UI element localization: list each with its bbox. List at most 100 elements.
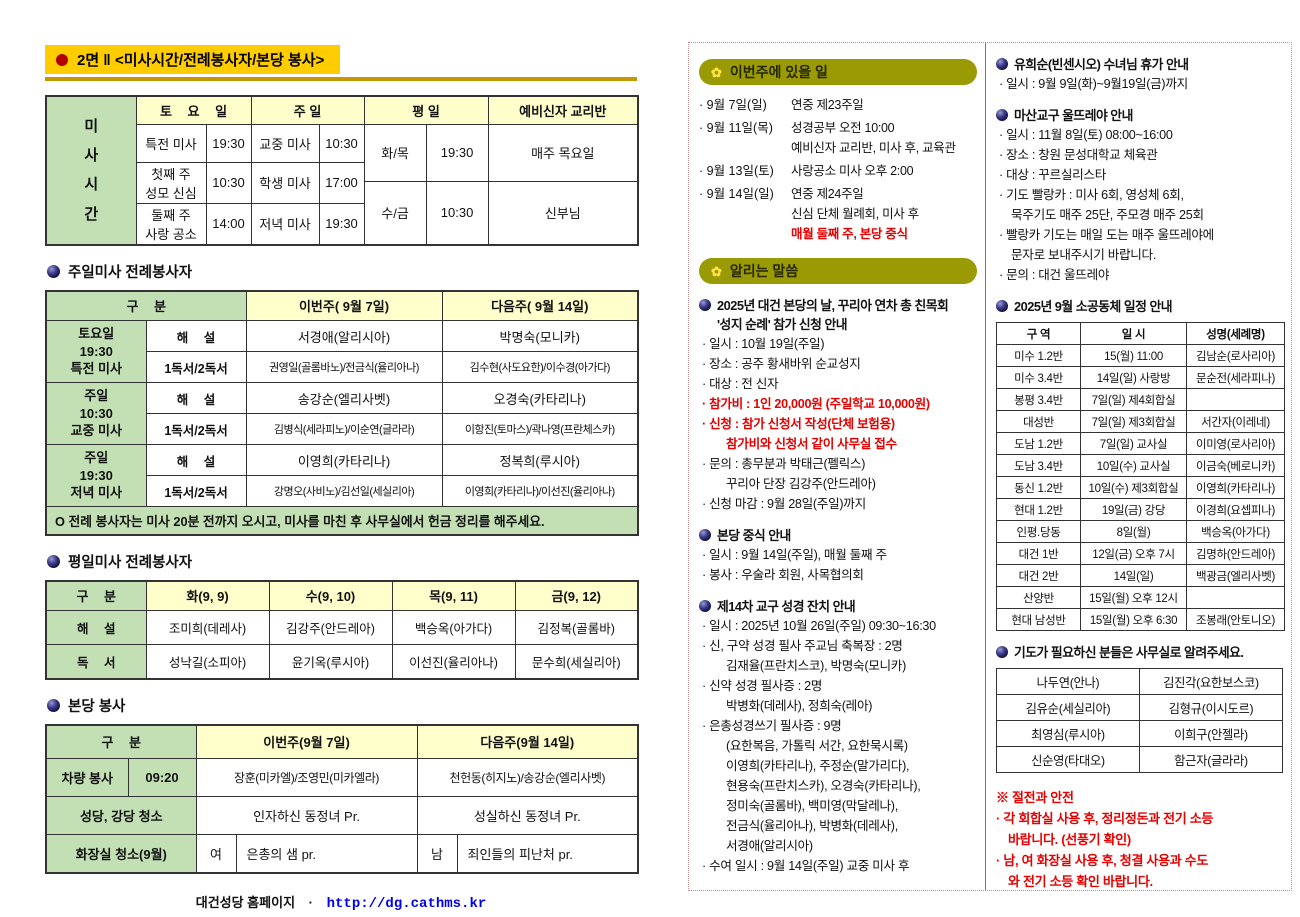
table-cell: 장훈(미카엘)/조영민(미카엘라) [195, 758, 418, 797]
table-cell: 학생 미사 [250, 161, 320, 204]
table-cell: 백승옥(아가다) [1186, 520, 1285, 543]
table-cell: 19:30 [318, 202, 365, 245]
table-cell: 조미희(데레사) [145, 610, 270, 645]
table-cell: 나두연(안나) [996, 668, 1140, 695]
notice-line: · 일시 : 2025년 10월 26일(주일) 09:30~16:30 [702, 619, 936, 633]
table-cell: 백승옥(아가다) [391, 610, 516, 645]
table-cell: 은총의 샘 pr. [235, 834, 418, 873]
notice-pill: ✿ 알리는 말씀 [699, 258, 977, 284]
role-cell: 해 설 [145, 444, 247, 476]
notice-line: · 장소 : 창원 문성대학교 체육관 [999, 148, 1158, 162]
table-cell: 이미영(로사리아) [1186, 432, 1285, 455]
table-header-cell: 구 분 [45, 724, 197, 759]
table-row: 현대 1.2반 19일(금) 강당 이경희(요셉피나) [996, 498, 1285, 521]
table-cell: 문수희(세실리아) [514, 644, 639, 679]
table-cell: 이영희(카타리나) [245, 444, 443, 476]
table-row: 산양반 15일(월) 오후 12시 [996, 586, 1285, 609]
table-cell [1186, 388, 1285, 411]
table-cell: 15일(월) 오후 12시 [1080, 586, 1187, 609]
notice-line: · 신약 성경 필사증 : 2명 [702, 679, 823, 693]
table-cell: 이경희(요셉피나) [1186, 498, 1285, 521]
table-row: 동신 1.2반 10일(수) 제3회합실 이영희(카타리나) [996, 476, 1285, 499]
announcements-column-1: ✿ 이번주에 있을 일 · 9월 7일(일) 연중 제23주일 · 9월 11일… [689, 43, 986, 890]
table-cell: 강명오(사비노)/김선일(세실리아) [245, 475, 443, 507]
table-header-cell: 화(9, 9) [145, 580, 270, 611]
role-cell: 해 설 [145, 320, 247, 352]
table-cell: 15(월) 11:00 [1080, 344, 1187, 367]
table-cell: 서경애(알리시아) [245, 320, 443, 352]
notice-line: 꾸리아 단장 김강주(안드레아) [726, 477, 876, 491]
time-cell: 09:20 [127, 758, 197, 797]
row-label-cell: 토요일 19:30 특전 미사 [45, 320, 147, 383]
table-cell: 매주 목요일 [487, 123, 639, 182]
table-header-cell: 수(9, 10) [268, 580, 393, 611]
table-cell: 10:30 [318, 123, 365, 163]
notice-line: 문자로 보내주시기 바랍니다. [1011, 248, 1157, 262]
bullet-sphere-icon [699, 529, 711, 541]
notice-title: 2025년 대건 본당의 날, 꾸리아 연차 총 친목회 [717, 298, 949, 313]
table-header-cell: 토 요 일 [135, 95, 252, 125]
table-cell: 천헌동(히지노)/송강순(엘리사벳) [416, 758, 639, 797]
footer-label: 대건성당 홈페이지 [195, 894, 296, 910]
safety-line: · 각 회합실 사용 후, 정리정돈과 전기 소등 [996, 811, 1214, 826]
table-header-cell: 이번주(9월 7일) [195, 724, 418, 759]
schedule-date: · 9월 14일(일) [699, 187, 774, 201]
table-cell: 10일(수) 제3회합실 [1080, 476, 1187, 499]
schedule-line-highlight: 매월 둘째 주, 본당 중식 [791, 227, 908, 241]
section-title-weekday-servers: 평일미사 전례봉사자 [47, 551, 637, 572]
table-cell: 19일(금) 강당 [1080, 498, 1187, 521]
table-header-cell: 주 일 [250, 95, 365, 125]
schedule-line: 연중 제23주일 [791, 98, 864, 112]
bullet-sphere-icon [47, 554, 60, 568]
safety-notice: ※ 절전과 안전 · 각 회합실 사용 후, 정리정돈과 전기 소등 바랍니다.… [996, 787, 1283, 890]
notice-line: · 빨랑카 기도는 매일 도는 매주 울뜨레야에 [999, 228, 1214, 242]
notice-line: · 일시 : 11월 8일(토) 08:00~16:00 [999, 128, 1173, 142]
notice-title: 본당 중식 안내 [717, 528, 791, 543]
notice-line: · 은총성경쓰기 필사증 : 9명 [702, 719, 842, 733]
homepage-link[interactable]: http://dg.cathms.kr [326, 895, 487, 912]
table-cell: 함근자(글라라) [1139, 746, 1283, 773]
table-row: 인평.당동 8일(월) 백승옥(아가다) [996, 520, 1285, 543]
table-cell: 14일(일) 사랑방 [1080, 366, 1187, 389]
table-header-cell: 이번주( 9월 7일) [245, 290, 443, 321]
table-cell: 권영일(골롬바노)/전금식(율리아나) [245, 351, 443, 383]
notice-line: 참가비와 신청서 같이 사무실 접수 [726, 437, 897, 451]
notice-line: · 신청 마감 : 9월 28일(주일)까지 [702, 497, 866, 511]
table-row: 미수 1.2반 15(월) 11:00 김남순(로사리아) [996, 344, 1285, 367]
notice-line: 김재율(프란치스코), 박명숙(모니카) [726, 659, 906, 673]
table-header-cell: 목(9, 11) [391, 580, 516, 611]
table-cell: 화/목 [363, 123, 427, 182]
this-week-pill: ✿ 이번주에 있을 일 [699, 59, 977, 85]
table-cell: 14일(일) [1080, 564, 1187, 587]
notice-line: · 기도 빨랑카 : 미사 6회, 영성체 6회, [999, 188, 1184, 202]
page-title-text: 2면 ‖ <미사시간/전례봉사자/본당 봉사> [77, 52, 325, 69]
row-label-cell: 주일 19:30 저녁 미사 [45, 444, 147, 507]
table-cell: 10:30 [205, 161, 252, 204]
flower-icon: ✿ [711, 263, 722, 279]
bullet-sphere-icon [996, 58, 1008, 70]
table-row: 대성반 7일(일) 제3회합실 서간자(이레네) [996, 410, 1285, 433]
notice-title: 제14차 교구 성경 잔치 안내 [717, 599, 856, 614]
table-cell: 현대 남성반 [996, 608, 1081, 631]
table-cell: 12일(금) 오후 7시 [1080, 542, 1187, 565]
table-header-cell: 구 역 [996, 322, 1081, 345]
safety-line: 와 전기 소등 확인 바랍니다. [1008, 874, 1153, 889]
table-cell: 대건 2반 [996, 564, 1081, 587]
notice-title: 마산교구 울뜨레야 안내 [1014, 108, 1133, 123]
notice-line: · 수여 일시 : 9월 14일(주일) 교중 미사 후 [702, 859, 910, 873]
table-cell: 김유순(세실리아) [996, 694, 1140, 721]
table-cell: 19:30 [205, 123, 252, 163]
table-cell: 미수 3.4반 [996, 366, 1081, 389]
safety-line: · 남, 여 화장실 사용 후, 청결 사용과 수도 [996, 853, 1209, 868]
table-row: 봉평 3.4반 7일(일) 제4회합실 [996, 388, 1285, 411]
sunday-servers-table: 구 분 이번주( 9월 7일) 다음주( 9월 14일) 토요일 19:30 특… [45, 289, 640, 536]
notice-pill-label: 알리는 말씀 [729, 263, 799, 279]
schedule-line: 성경공부 오전 10:00 [791, 121, 895, 135]
table-cell: 박명숙(모니카) [441, 320, 639, 352]
table-cell: 성실하신 동정녀 Pr. [416, 796, 639, 835]
table-cell: 성낙길(소피아) [145, 644, 270, 679]
prayer-list-table: 나두연(안나) 김진각(요한보스코) 김유순(세실리아) 김형규(이시도르) 최영심… [996, 668, 1283, 773]
table-cell: 10:30 [425, 180, 489, 245]
schedule-date: · 9월 11일(목) [699, 121, 773, 135]
mass-times-table: 미 사 시 간 토 요 일 주 일 평 일 예비신자 교리반 특전 미사 19:… [45, 95, 640, 246]
